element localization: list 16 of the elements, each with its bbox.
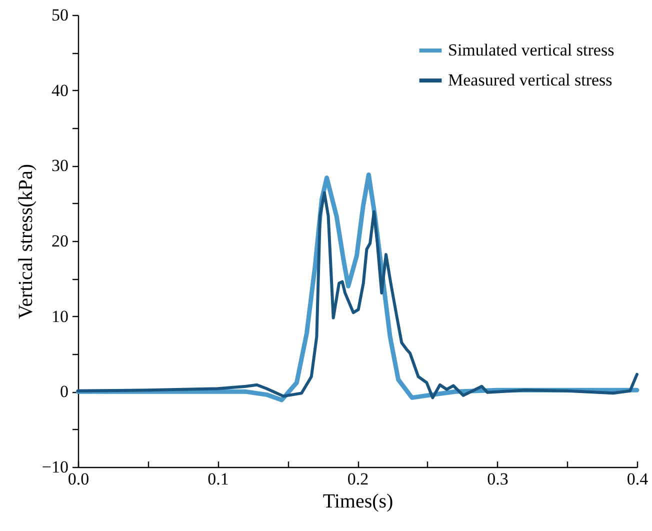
x-tick-label: 0.2 [347,470,369,488]
legend-label: Measured vertical stress [448,70,612,90]
x-tick-label: 0.0 [68,470,90,488]
y-tick-label: −10 [42,458,68,476]
y-tick-label: 40 [52,80,68,100]
x-tick-label: 0.1 [208,470,229,488]
y-tick-label: 0 [60,382,68,402]
x-tick-label: 0.4 [626,470,649,488]
legend-label: Simulated vertical stress [448,40,614,60]
y-tick-label: 10 [52,306,68,326]
y-tick-label: 30 [52,156,68,176]
y-axis-title: Vertical stress(kPa) [14,164,37,319]
x-tick-label: 0.3 [487,470,508,488]
y-tick-label: 50 [52,6,68,24]
x-axis-title: Times(s) [322,490,394,512]
y-tick-label: 20 [52,232,68,250]
